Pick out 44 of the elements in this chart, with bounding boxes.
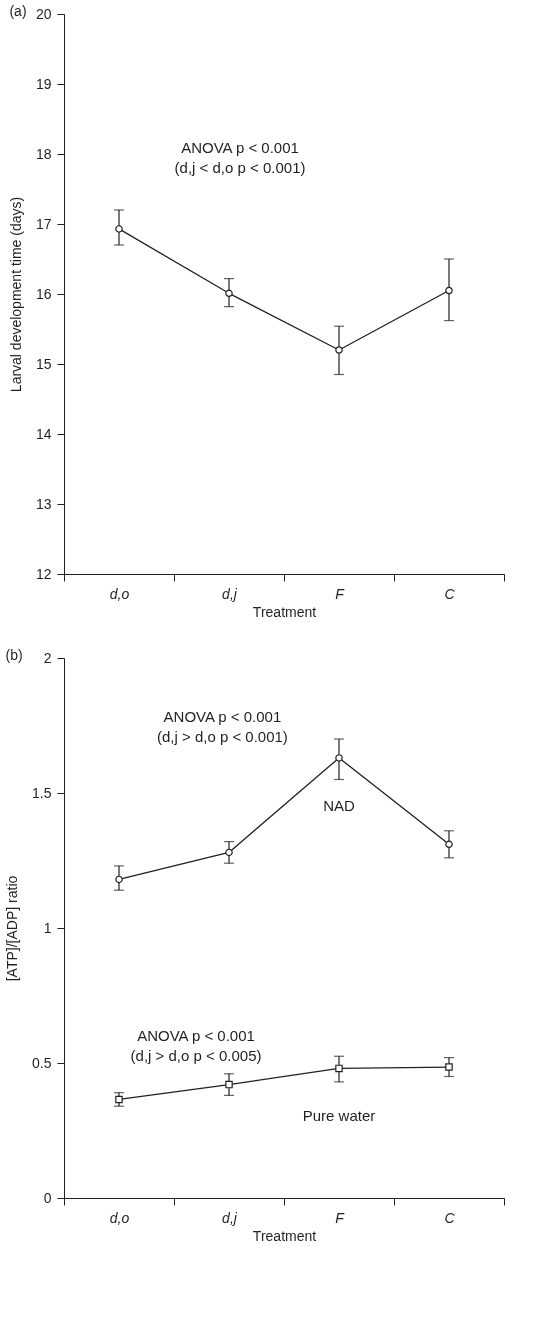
- chart-title: (b): [5, 647, 23, 663]
- y-tick-label: 2: [43, 649, 52, 666]
- y-tick-label: 1: [43, 919, 52, 936]
- annotation: ANOVA p < 0.001 (d,j > d,o p < 0.005): [130, 1027, 262, 1064]
- point: [445, 840, 453, 849]
- y-tick-label: 0.5: [32, 1054, 52, 1071]
- x-tick-label: C: [444, 585, 456, 602]
- chart-title: (a): [9, 3, 27, 19]
- point: [445, 1063, 453, 1071]
- point: [335, 1064, 343, 1073]
- x-tick-label: d,j: [222, 585, 238, 602]
- point: [335, 754, 343, 762]
- annotation: ANOVA p < 0.001 (d,j < d,o p < 0.001): [174, 139, 306, 177]
- y-tick-label: 0: [43, 1189, 52, 1206]
- x-tick-label: C: [444, 1209, 456, 1226]
- y-tick-label: 12: [35, 565, 52, 582]
- annotation: ANOVA p < 0.001 (d,j > d,o p < 0.001): [156, 708, 288, 746]
- point: [225, 289, 233, 298]
- y-tick-label: 15: [35, 355, 52, 372]
- point: [225, 1080, 233, 1089]
- x-axis-title: Treatment: [252, 1227, 317, 1244]
- x-tick-label: d,o: [109, 585, 130, 602]
- y-tick-label: 1.5: [32, 784, 52, 801]
- y-axis-title: [ATP]/[ADP] ratio: [4, 875, 21, 982]
- text: Pure water: [302, 1107, 376, 1125]
- x-tick-label: F: [335, 585, 346, 602]
- y-tick-label: 14: [35, 425, 52, 442]
- point: [115, 875, 123, 884]
- x-tick-label: d,j: [222, 1209, 238, 1226]
- x-tick-label: d,o: [109, 1209, 130, 1226]
- point: [225, 848, 233, 857]
- y-tick-label: 17: [35, 215, 52, 232]
- y-tick-label: 20: [35, 5, 52, 22]
- x-tick-label: F: [335, 1209, 346, 1226]
- x-axis-title: Treatment: [252, 603, 317, 620]
- y-tick-label: 18: [35, 145, 52, 162]
- series-label: NAD: [323, 796, 355, 814]
- y-tick-label: 19: [35, 75, 52, 92]
- point: [335, 346, 343, 354]
- point: [445, 286, 453, 295]
- y-tick-label: 16: [35, 285, 52, 302]
- point: [115, 225, 123, 233]
- y-tick-label: 13: [35, 495, 52, 512]
- y-axis-title: Larval development time (days): [7, 196, 24, 393]
